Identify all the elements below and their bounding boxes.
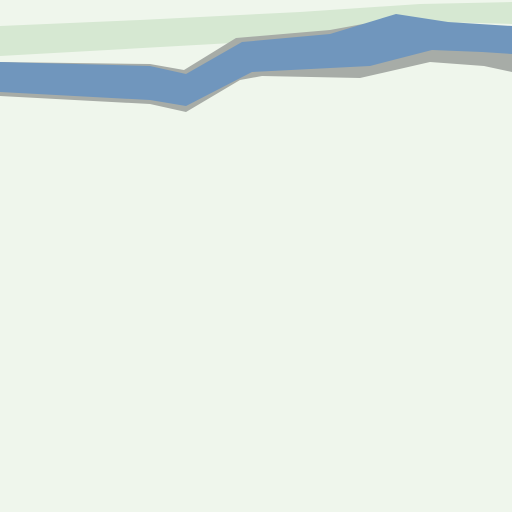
river bbox=[0, 14, 512, 106]
park-strip bbox=[0, 2, 512, 56]
